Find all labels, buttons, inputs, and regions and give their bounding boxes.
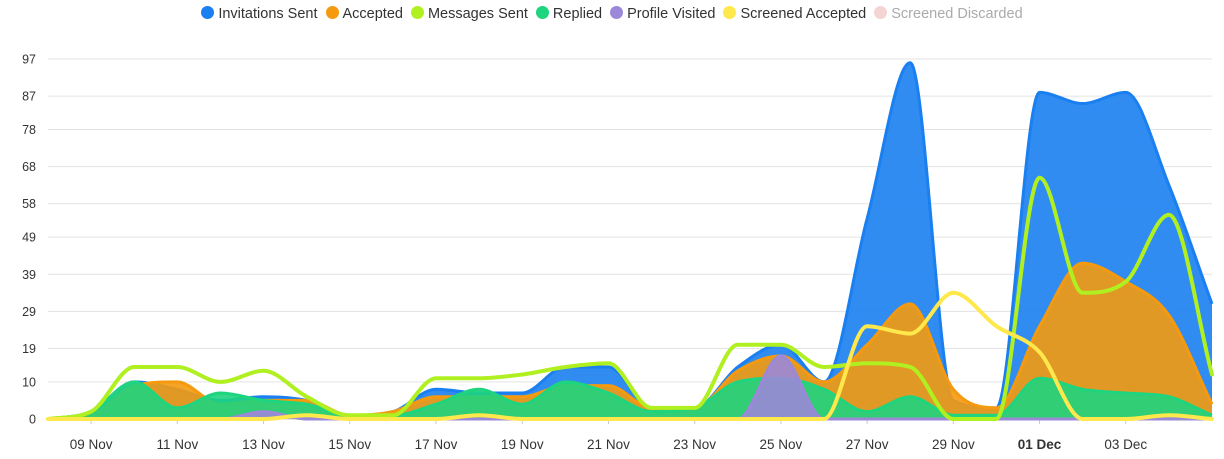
x-tick-label: 29 Nov <box>932 437 975 452</box>
series-screened-accepted <box>46 290 1214 421</box>
x-tick-label: 21 Nov <box>587 437 630 452</box>
y-tick-label: 97 <box>22 53 36 67</box>
x-tick-label: 13 Nov <box>242 437 285 452</box>
legend-label: Replied <box>552 6 603 22</box>
series-line-messages-sent <box>46 175 1214 421</box>
series-line-replied <box>47 376 1213 421</box>
legend-marker <box>410 6 424 19</box>
x-tick-label: 17 Nov <box>415 437 458 452</box>
legend-label: Screened Accepted <box>740 6 867 22</box>
x-tick-label: 03 Dec <box>1104 437 1147 452</box>
legend-item-messages-sent[interactable]: Messages Sent <box>410 6 528 22</box>
y-tick-label: 87 <box>22 90 36 104</box>
legend-label: Screened Discarded <box>891 6 1023 22</box>
x-tick-label: 09 Nov <box>70 437 113 452</box>
y-tick-label: 49 <box>22 231 36 245</box>
legend-label: Profile Visited <box>627 6 716 22</box>
x-tick-label: 11 Nov <box>156 437 198 452</box>
y-tick-label: 0 <box>29 413 36 427</box>
series-messages-sent <box>46 175 1214 421</box>
series-area-replied <box>48 378 1212 419</box>
x-tick-label: 27 Nov <box>846 437 889 452</box>
y-tick-label: 19 <box>22 342 36 356</box>
legend-marker <box>535 6 549 19</box>
x-tick-label: 23 Nov <box>673 437 716 452</box>
legend-item-accepted[interactable]: Accepted <box>325 6 403 22</box>
legend-label: Messages Sent <box>427 6 528 22</box>
legend-marker <box>874 6 888 19</box>
y-tick-label: 78 <box>22 123 36 137</box>
legend-label: Invitations Sent <box>218 6 318 22</box>
legend-item-invitations-sent[interactable]: Invitations Sent <box>201 6 318 22</box>
y-tick-label: 68 <box>22 160 36 174</box>
legend-marker <box>610 6 624 19</box>
y-tick-label: 39 <box>22 268 36 282</box>
legend-item-screened-accepted[interactable]: Screened Accepted <box>723 6 866 22</box>
x-tick-label: 25 Nov <box>759 437 802 452</box>
y-tick-label: 29 <box>22 305 36 319</box>
x-tick-label: 15 Nov <box>328 437 371 452</box>
legend-marker <box>723 6 737 19</box>
y-tick-label: 58 <box>22 197 36 211</box>
legend-marker <box>325 6 339 19</box>
x-tick-label: 19 Nov <box>501 437 544 452</box>
legend-item-screened-discarded[interactable]: Screened Discarded <box>874 6 1023 22</box>
y-tick-label: 10 <box>22 375 36 389</box>
chart-legend: Invitations Sent Accepted Messages Sent Rep… <box>0 6 1224 22</box>
legend-item-replied[interactable]: Replied <box>535 6 603 22</box>
series-replied <box>47 376 1213 421</box>
legend-label: Accepted <box>342 6 403 22</box>
legend-marker <box>201 6 215 19</box>
series-line-screened-accepted <box>46 290 1214 421</box>
legend-item-profile-visited[interactable]: Profile Visited <box>610 6 715 22</box>
x-tick-label: 01 Dec <box>1018 437 1062 452</box>
